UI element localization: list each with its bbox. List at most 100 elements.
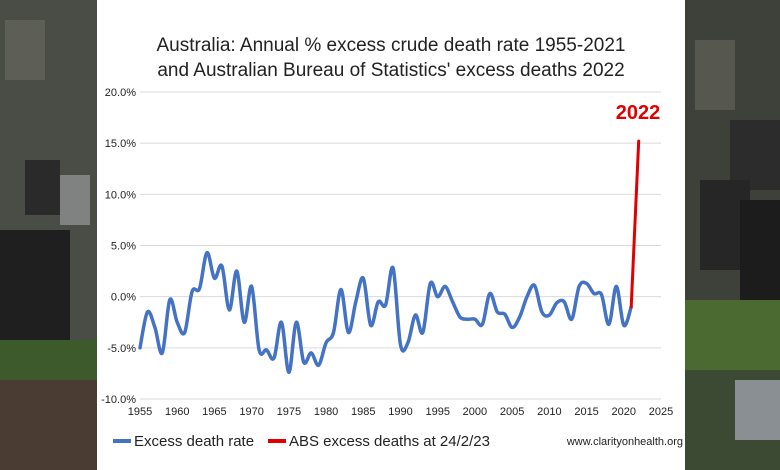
chart-title-line-2: and Australian Bureau of Statistics' exc… — [157, 60, 625, 81]
data-point — [309, 351, 313, 355]
data-point — [443, 285, 447, 288]
series-lines — [138, 139, 641, 375]
data-point — [510, 326, 514, 329]
x-tick-label: 1985 — [351, 406, 375, 418]
data-point — [250, 285, 253, 288]
data-point — [637, 139, 640, 143]
data-point — [146, 310, 149, 314]
data-point — [540, 310, 544, 314]
data-point — [563, 300, 566, 303]
data-point — [362, 277, 365, 280]
data-point — [257, 348, 261, 352]
data-point — [235, 269, 238, 273]
x-tick-label: 2015 — [574, 406, 598, 418]
data-point — [600, 293, 603, 296]
y-tick-label: 10.0% — [105, 189, 136, 201]
data-point — [220, 264, 224, 268]
data-point — [190, 290, 194, 293]
y-tick-label: 15.0% — [105, 138, 136, 150]
data-point — [525, 295, 529, 298]
data-point — [399, 343, 402, 346]
y-tick-label: -10.0% — [101, 394, 136, 406]
legend-label-excess-death-rate: Excess death rate — [134, 433, 255, 450]
data-point — [347, 331, 350, 334]
data-point — [429, 282, 432, 285]
data-point — [324, 341, 328, 344]
data-point — [183, 331, 186, 334]
data-point — [555, 301, 558, 305]
data-point — [607, 323, 611, 326]
data-point — [577, 285, 581, 288]
data-point — [205, 251, 209, 254]
data-point — [376, 300, 380, 303]
data-point — [533, 284, 536, 287]
data-point — [488, 292, 492, 295]
x-tick-label: 1970 — [239, 406, 263, 418]
data-point — [406, 341, 410, 344]
legend-swatch-blue — [113, 439, 131, 444]
data-point — [176, 321, 179, 324]
data-point — [481, 323, 484, 326]
axis-ticks: -10.0% -5.0% 0.0% 5.0% 10.0% 15.0% 20.0% 1955 19… — [101, 87, 673, 418]
x-tick-label: 1955 — [128, 406, 152, 418]
line-chart: -10.0% -5.0% 0.0% 5.0% 10.0% 15.0% 20.0% 1955 19… — [101, 87, 673, 418]
x-tick-label: 1975 — [277, 406, 301, 418]
annotation-2022: 2022 — [616, 102, 661, 124]
y-tick-label: 20.0% — [105, 87, 136, 99]
y-tick-label: 0.0% — [111, 292, 136, 304]
data-point — [332, 331, 335, 334]
x-tick-label: 2025 — [649, 406, 673, 418]
data-point — [466, 317, 469, 321]
chart-panel — [97, 0, 685, 470]
x-tick-label: 2010 — [537, 406, 561, 418]
data-point — [228, 308, 231, 312]
data-point — [354, 300, 358, 303]
chart-title-line-1: Australia: Annual % excess crude death r… — [156, 35, 626, 56]
data-point — [436, 295, 439, 298]
series-line-1 — [629, 139, 641, 309]
y-tick-label: 5.0% — [111, 241, 136, 253]
data-point — [451, 300, 454, 303]
data-point — [317, 364, 320, 367]
data-point — [168, 298, 171, 301]
data-point — [503, 312, 506, 316]
legend-item-abs-excess-deaths: ABS excess deaths at 24/2/23 — [268, 433, 490, 450]
data-point — [518, 315, 521, 319]
series-line-0 — [138, 250, 633, 375]
data-point — [280, 321, 283, 324]
data-point — [272, 356, 276, 360]
x-tick-label: 2000 — [463, 406, 487, 418]
data-point — [138, 346, 142, 350]
data-point — [339, 288, 343, 291]
data-point — [384, 303, 387, 307]
data-point — [213, 277, 216, 280]
x-tick-label: 1990 — [388, 406, 412, 418]
data-point — [592, 292, 596, 295]
chart-title: Australia: Annual % excess crude death r… — [97, 33, 685, 83]
data-point — [458, 315, 462, 319]
series-points — [138, 139, 640, 374]
data-point — [496, 310, 499, 314]
data-point — [615, 285, 618, 288]
data-point — [287, 371, 291, 374]
x-tick-label: 1965 — [202, 406, 226, 418]
x-tick-label: 2020 — [612, 406, 636, 418]
legend-label-abs-excess-deaths: ABS excess deaths at 24/2/23 — [289, 433, 490, 450]
legend-swatch-red — [268, 439, 286, 444]
data-point — [414, 313, 417, 317]
data-point — [198, 287, 201, 290]
y-tick-label: -5.0% — [107, 343, 136, 355]
data-point — [421, 331, 425, 334]
data-point — [153, 326, 157, 329]
data-point — [243, 321, 246, 324]
data-point — [302, 360, 305, 364]
chart-legend: Excess death rate ABS excess deaths at 2… — [113, 430, 683, 454]
data-point — [548, 313, 551, 317]
data-point — [622, 324, 625, 327]
data-point — [369, 324, 372, 327]
data-point — [570, 317, 573, 321]
x-tick-label: 1980 — [314, 406, 338, 418]
data-point — [295, 321, 298, 324]
x-tick-label: 1995 — [425, 406, 449, 418]
data-point — [630, 305, 633, 309]
